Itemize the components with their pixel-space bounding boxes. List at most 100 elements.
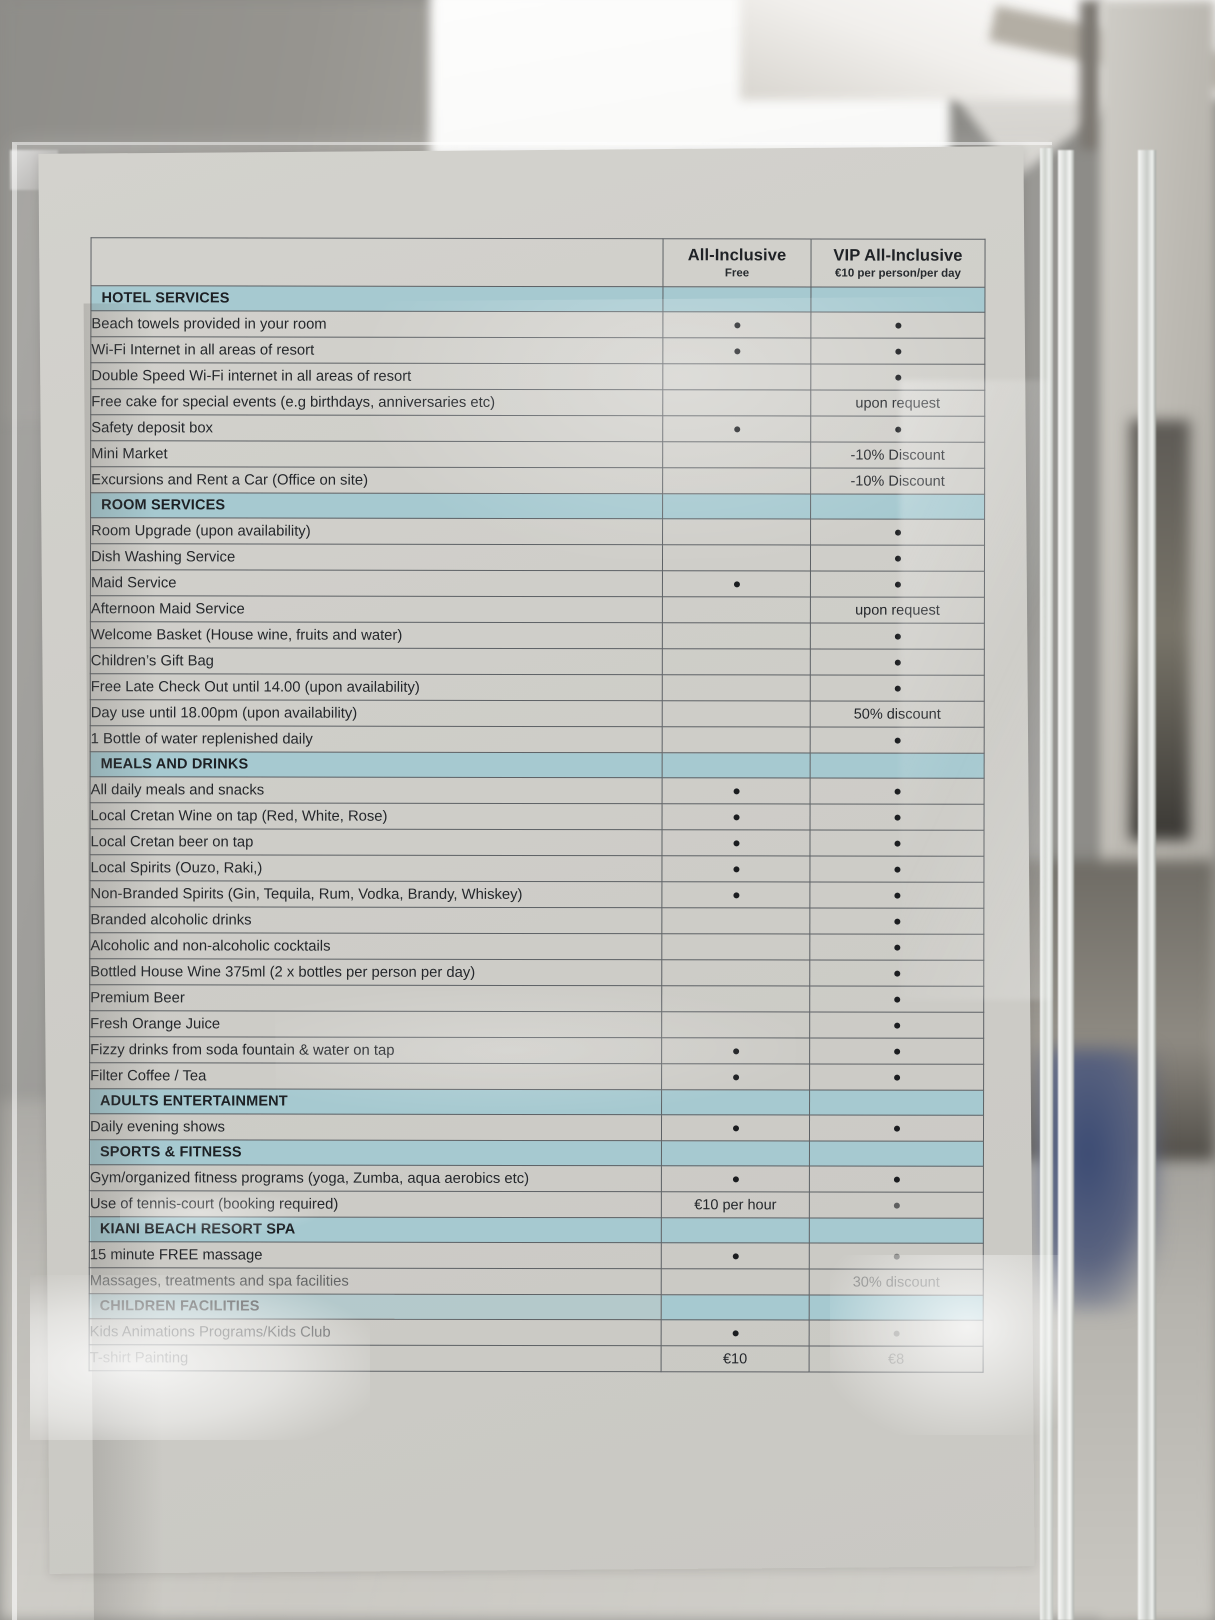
- table-row: Filter Coffee / Tea: [89, 1062, 984, 1091]
- value-vip-all-inclusive: [809, 933, 984, 961]
- included-dot-icon: [733, 426, 740, 433]
- section-cell-all-inclusive: [661, 1294, 810, 1320]
- value-all-inclusive: [662, 803, 811, 830]
- amenity-label: Massages, treatments and spa facilities: [89, 1267, 662, 1295]
- section-header-row: ADULTS ENTERTAINMENT: [89, 1088, 984, 1116]
- table-row: Use of tennis-court (booking required) €1…: [89, 1190, 984, 1219]
- amenity-label: Double Speed Wi-Fi internet in all areas…: [90, 362, 663, 390]
- value-all-inclusive: [662, 674, 811, 701]
- amenity-label: Premium Beer: [89, 984, 662, 1012]
- value-vip-all-inclusive: [810, 518, 985, 546]
- included-dot-icon: [894, 555, 901, 562]
- value-vip-all-inclusive: [810, 648, 985, 676]
- table-row: Dish Washing Service: [90, 543, 985, 572]
- value-all-inclusive: [662, 363, 811, 390]
- value-all-inclusive: [662, 700, 811, 727]
- value-all-inclusive: [661, 1165, 810, 1192]
- amenity-label: Kids Animations Programs/Kids Club: [89, 1318, 662, 1346]
- value-all-inclusive: [661, 907, 810, 934]
- amenity-label: Mini Market: [90, 440, 663, 468]
- included-dot-icon: [894, 737, 901, 744]
- value-vip-all-inclusive: [809, 829, 985, 857]
- included-dot-icon: [732, 1330, 739, 1337]
- section-header-row: CHILDREN FACILITIES: [89, 1293, 984, 1321]
- table-row: T-shirt Painting €10 €8: [89, 1344, 984, 1373]
- section-title: SPORTS & FITNESS: [89, 1139, 662, 1166]
- value-all-inclusive: [662, 777, 811, 804]
- value-all-inclusive: [661, 1063, 810, 1090]
- amenity-label: Free cake for special events (e.g birthd…: [90, 388, 663, 416]
- included-dot-icon: [893, 918, 900, 925]
- included-dot-icon: [893, 944, 900, 951]
- table-row: Non-Branded Spirits (Gin, Tequila, Rum, …: [89, 880, 984, 909]
- value-all-inclusive: [661, 855, 810, 882]
- included-dot-icon: [893, 892, 900, 899]
- amenity-label: Local Cretan beer on tap: [89, 828, 663, 856]
- acrylic-edge-outer: [1138, 150, 1156, 1620]
- section-title: MEALS AND DRINKS: [90, 751, 663, 778]
- included-dot-icon: [894, 426, 901, 433]
- value-vip-all-inclusive: [809, 959, 984, 987]
- value-all-inclusive: [661, 1114, 810, 1141]
- included-dot-icon: [894, 374, 901, 381]
- amenity-label: Fizzy drinks from soda fountain & water …: [89, 1036, 662, 1064]
- included-dot-icon: [732, 1253, 739, 1260]
- section-cell-vip: [810, 493, 985, 520]
- table-row: Alcoholic and non-alcoholic cocktails: [89, 932, 984, 961]
- amenity-label: Excursions and Rent a Car (Office on sit…: [90, 466, 663, 494]
- included-dot-icon: [733, 814, 740, 821]
- table-row: Mini Market -10% Discount: [90, 440, 985, 469]
- printed-amenities-sheet: All-Inclusive Free VIP All-Inclusive €10…: [38, 146, 1035, 1620]
- value-vip-all-inclusive: [809, 1037, 984, 1065]
- included-dot-icon: [894, 788, 901, 795]
- acrylic-edge-middle: [1058, 150, 1074, 1620]
- table-row: Maid Service: [90, 569, 985, 598]
- section-header-row: MEALS AND DRINKS: [90, 751, 985, 779]
- amenity-label: All daily meals and snacks: [90, 776, 663, 804]
- amenity-label: Bottled House Wine 375ml (2 x bottles pe…: [89, 958, 662, 986]
- header-all-inclusive-title: All-Inclusive: [687, 246, 787, 265]
- included-dot-icon: [732, 1074, 739, 1081]
- table-row: Kids Animations Programs/Kids Club: [89, 1318, 984, 1347]
- section-title: ROOM SERVICES: [90, 492, 663, 519]
- included-dot-icon: [894, 633, 901, 640]
- value-all-inclusive: [662, 622, 811, 649]
- amenity-label: Beach towels provided in your room: [90, 310, 663, 338]
- value-all-inclusive: [662, 726, 811, 753]
- value-vip-all-inclusive: upon request: [810, 389, 985, 417]
- value-all-inclusive: [662, 596, 811, 623]
- table-row: Beach towels provided in your room: [90, 310, 985, 339]
- amenity-label: Day use until 18.00pm (upon availability…: [90, 699, 663, 727]
- value-all-inclusive: [662, 337, 811, 364]
- section-cell-all-inclusive: [661, 1140, 810, 1166]
- included-dot-icon: [732, 840, 740, 847]
- amenity-label: Branded alcoholic drinks: [89, 906, 662, 934]
- section-title: HOTEL SERVICES: [90, 285, 663, 312]
- included-dot-icon: [894, 581, 901, 588]
- amenity-label: Gym/organized fitness programs (yoga, Zu…: [89, 1164, 662, 1192]
- value-vip-all-inclusive: upon request: [810, 596, 985, 624]
- value-all-inclusive: [661, 959, 810, 986]
- table-row: 15 minute FREE massage: [89, 1241, 984, 1270]
- value-vip-all-inclusive: -10% Discount: [810, 467, 985, 495]
- section-title: CHILDREN FACILITIES: [89, 1293, 662, 1320]
- table-row: Afternoon Maid Service upon request: [90, 595, 985, 624]
- value-all-inclusive: [661, 829, 811, 856]
- table-row: Double Speed Wi-Fi internet in all areas…: [90, 362, 985, 391]
- included-dot-icon: [893, 996, 900, 1003]
- value-vip-all-inclusive: -10% Discount: [810, 441, 985, 469]
- table-row: Excursions and Rent a Car (Office on sit…: [90, 466, 985, 495]
- included-dot-icon: [732, 892, 739, 899]
- value-vip-all-inclusive: [809, 1165, 984, 1193]
- value-all-inclusive: [662, 518, 811, 545]
- background-vertical-beam: [1080, 0, 1102, 150]
- included-dot-icon: [894, 814, 901, 821]
- section-header-row: SPORTS & FITNESS: [89, 1139, 984, 1167]
- amenity-label: Alcoholic and non-alcoholic cocktails: [89, 932, 662, 960]
- table-row: Premium Beer: [89, 984, 984, 1013]
- included-dot-icon: [732, 866, 739, 873]
- acrylic-edge-inner: [1040, 148, 1053, 1620]
- included-dot-icon: [893, 840, 901, 847]
- value-all-inclusive: [661, 1319, 810, 1346]
- value-vip-all-inclusive: [809, 881, 984, 909]
